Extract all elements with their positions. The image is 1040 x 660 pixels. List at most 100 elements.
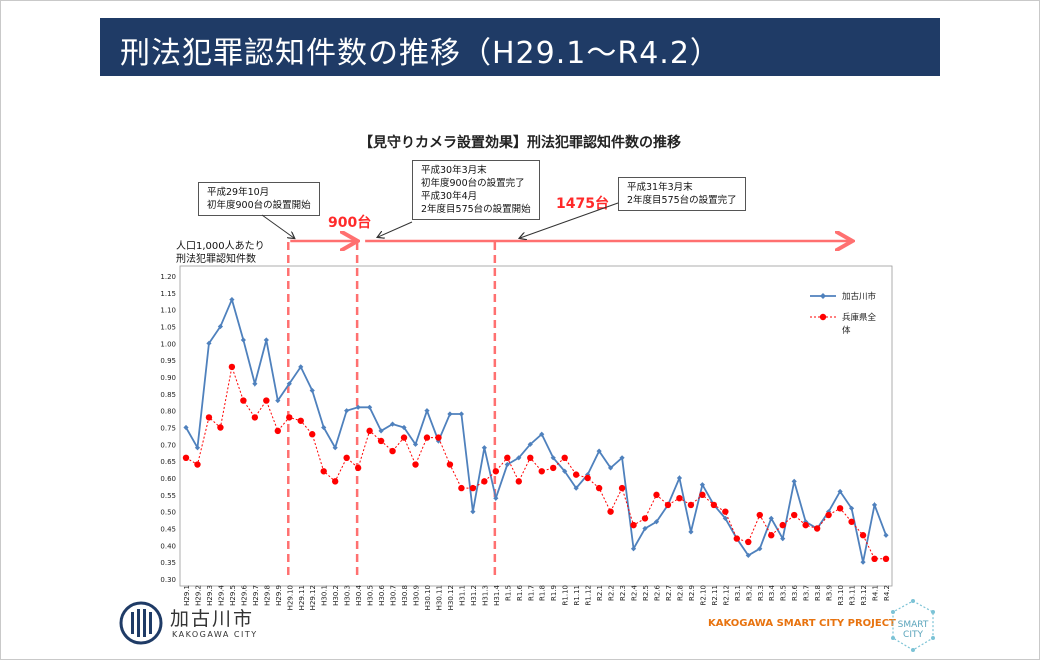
y-tick-label: 1.05 <box>160 324 176 332</box>
data-point <box>332 445 338 451</box>
y-tick-label: 0.55 <box>160 492 176 500</box>
y-tick-label: 0.40 <box>160 542 176 550</box>
data-point <box>607 465 614 471</box>
data-point <box>653 519 660 525</box>
data-point <box>550 455 556 461</box>
x-tick-label: R1.6 <box>516 584 524 601</box>
data-point <box>251 414 259 421</box>
plot-frame <box>179 265 893 587</box>
data-point <box>493 495 499 501</box>
data-point <box>836 505 844 512</box>
data-point <box>756 511 763 519</box>
data-point <box>515 478 522 485</box>
x-tick-label: H29.6 <box>240 584 248 605</box>
x-tick-label: R3.2 <box>745 585 753 601</box>
data-point <box>768 515 774 521</box>
x-tick-label: R2.3 <box>619 585 627 601</box>
data-point <box>630 546 637 552</box>
y-tick-label: 0.65 <box>160 458 176 466</box>
note-complete-text: 平成31年3月末 2年度目575台の設置完了 <box>627 182 737 206</box>
x-tick-label: H29.12 <box>309 585 317 610</box>
x-tick-label: R1.11 <box>573 585 581 605</box>
chart-title: 【見守りカメラ設置効果】刑法犯罪認知件数の推移 <box>359 135 681 151</box>
data-point <box>378 428 384 434</box>
data-point <box>757 546 763 552</box>
y-tick-label: 0.70 <box>160 441 176 449</box>
data-point <box>182 454 190 461</box>
x-tick-label: H30.3 <box>344 585 352 606</box>
x-tick-label: H30.9 <box>413 585 421 606</box>
x-tick-label: R3.8 <box>814 585 822 601</box>
city-name: 加古川市 <box>170 608 255 630</box>
data-point <box>676 475 683 481</box>
data-point <box>274 427 282 435</box>
data-point <box>354 464 362 472</box>
data-point <box>217 323 224 330</box>
data-point <box>618 484 626 492</box>
legend-label-kakogawa: 加古川市 <box>842 291 877 302</box>
data-point <box>813 525 821 532</box>
x-tick-label: R1.5 <box>504 585 512 601</box>
x-tick-label: R2.5 <box>642 585 650 601</box>
data-point <box>791 478 797 484</box>
data-point <box>825 511 832 519</box>
legend-marker-hyogo <box>819 313 827 321</box>
data-point <box>367 404 373 410</box>
data-point <box>206 340 212 346</box>
x-tick-label: H29.5 <box>229 585 237 606</box>
x-tick-label: H31.4 <box>493 584 501 605</box>
data-point <box>389 421 396 427</box>
data-point <box>401 424 407 431</box>
data-point <box>366 427 373 435</box>
city-emblem-icon <box>119 601 163 645</box>
data-point <box>584 474 591 482</box>
data-point <box>550 464 557 472</box>
x-tick-label: H30.11 <box>435 585 443 610</box>
data-point <box>343 454 350 461</box>
x-tick-label: R1.8 <box>539 585 547 601</box>
x-tick-label: H31.2 <box>470 585 478 606</box>
data-point <box>412 441 419 447</box>
y-tick-label: 1.10 <box>160 307 176 315</box>
data-point <box>664 501 672 509</box>
x-tick-label: H30.7 <box>390 585 398 606</box>
x-tick-label: R3.3 <box>757 585 765 601</box>
x-tick-label: H29.8 <box>263 585 271 606</box>
y-tick-label: 1.15 <box>160 290 176 298</box>
x-tick-label: H30.6 <box>378 584 386 605</box>
data-point <box>205 414 213 421</box>
data-point <box>630 521 637 529</box>
data-point <box>539 431 545 437</box>
x-tick-label: R2.12 <box>722 585 730 605</box>
data-point <box>424 408 430 414</box>
data-point <box>263 337 269 343</box>
data-point <box>229 296 235 303</box>
y-tick-label: 0.45 <box>160 526 176 534</box>
data-point <box>400 434 408 441</box>
data-point <box>745 552 751 559</box>
x-tick-label: H29.11 <box>298 585 306 610</box>
data-point <box>377 437 385 445</box>
data-point <box>871 555 878 562</box>
x-tick-label: H29.9 <box>275 585 283 606</box>
data-point <box>768 532 775 539</box>
data-point <box>194 461 201 468</box>
smart-city-text: SMART CITY <box>897 620 929 640</box>
note-start-text: 平成29年10月 初年度900台の設置開始 <box>207 187 311 211</box>
data-point <box>389 447 396 455</box>
x-tick-label: R2.4 <box>631 584 639 601</box>
legend-marker-kakogawa <box>820 293 826 299</box>
x-tick-label: R1.9 <box>550 585 558 601</box>
callout-pointer <box>520 202 619 238</box>
project-name: KAKOGAWA SMART CITY PROJECT <box>708 618 896 629</box>
data-point <box>240 397 247 404</box>
x-tick-label: H29.7 <box>252 585 260 606</box>
data-point <box>745 538 752 546</box>
city-name-english: KAKOGAWA CITY <box>172 630 258 639</box>
data-point <box>320 468 327 475</box>
data-point <box>596 448 602 454</box>
data-point <box>780 536 786 542</box>
x-tick-label: H30.5 <box>367 585 375 606</box>
data-point <box>309 387 315 394</box>
